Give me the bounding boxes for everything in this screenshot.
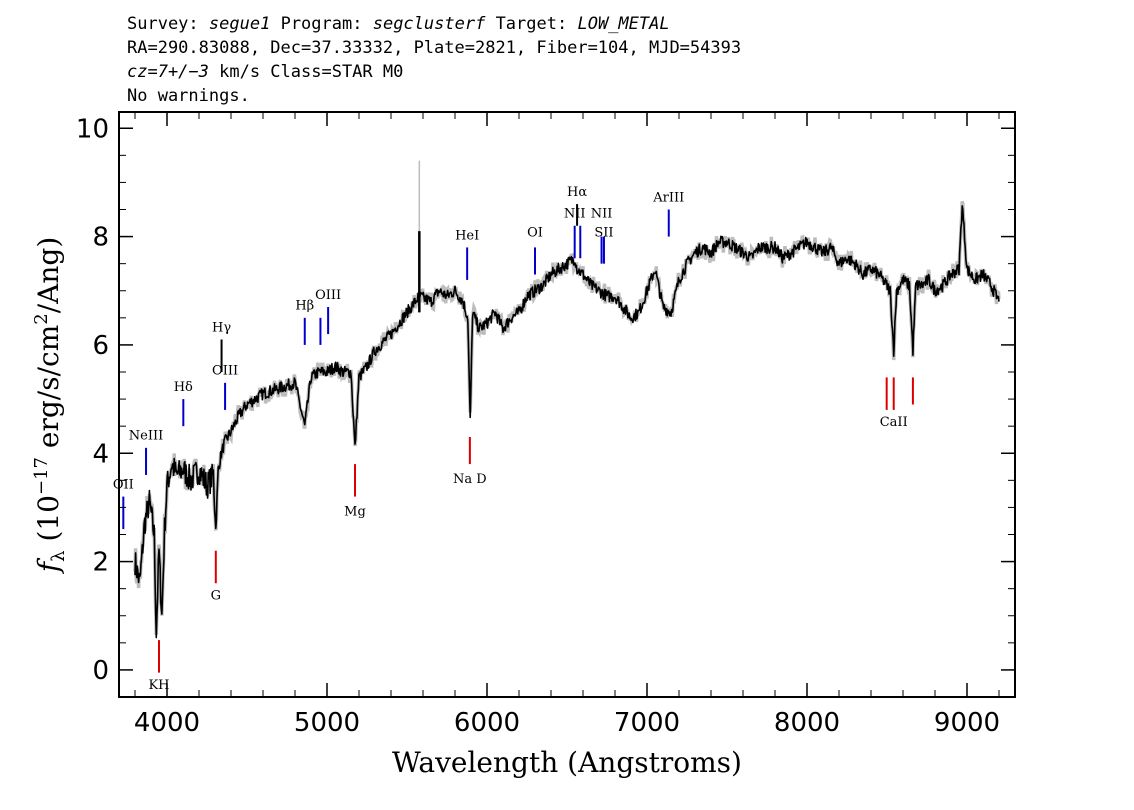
y-axis-title-part: erg/s/cm	[32, 325, 65, 457]
target-value: LOW_METAL	[577, 14, 670, 34]
header-line-warnings: No warnings.	[127, 86, 250, 106]
program-value: segclusterf	[372, 14, 486, 34]
x-tick-label: 9000	[934, 708, 1000, 738]
header-line-redshift: cz=7+/−3 km/s Class=STAR M0	[127, 62, 403, 82]
line-marker-label: Hγ	[212, 320, 231, 335]
line-marker-label: OIII	[315, 288, 341, 303]
y-axis-title-part: /Ang)	[32, 237, 65, 314]
x-tick-label: 7000	[614, 708, 680, 738]
line-marker-label: HeI	[455, 228, 479, 243]
error-band-layer	[133, 160, 1001, 635]
y-tick-label: 0	[92, 656, 109, 686]
y-tick-label: 2	[92, 548, 109, 578]
line-marker-label: OIII	[212, 364, 238, 379]
x-tick-label: 4000	[134, 708, 200, 738]
spectrum-line	[134, 205, 1000, 639]
x-tick-label: 8000	[774, 708, 840, 738]
line-marker-label: NII	[591, 207, 613, 222]
x-tick-label: 5000	[294, 708, 360, 738]
class-text: km/s Class=STAR M0	[208, 62, 404, 82]
spectrum-series-layer	[134, 205, 1000, 639]
line-marker-label: CaII	[880, 415, 908, 430]
line-marker-label: Hδ	[174, 380, 193, 395]
line-marker-label: SII	[594, 226, 613, 241]
y-tick-label: 4	[92, 439, 109, 469]
y-axis-title: fλ (10−17 erg/s/cm2/Ang)	[31, 237, 69, 575]
line-marker-label: Mg	[344, 505, 366, 520]
line-marker-label: OII	[113, 477, 134, 492]
y-tick-label: 8	[92, 223, 109, 253]
line-marker-label: Hα	[567, 185, 587, 200]
x-axis-title: Wavelength (Angstroms)	[392, 746, 742, 779]
header-line-survey: Survey: segue1 Program: segclusterf Targ…	[127, 14, 670, 34]
y-axis-title-part: 2	[31, 313, 52, 324]
tick-layer: 4000 5000 6000 7000 8000 9000 0 2 4 6 8 10	[76, 112, 1015, 738]
y-axis-title-part: λ	[48, 550, 69, 561]
line-marker-label: NeIII	[129, 429, 163, 444]
cz-value: cz=7+/−3	[127, 62, 209, 82]
line-marker-label: ArIII	[652, 190, 684, 205]
y-tick-label: 10	[76, 114, 109, 144]
line-marker-label: KH	[148, 678, 169, 693]
axes-layer	[118, 111, 1016, 698]
plot-frame	[118, 111, 1016, 698]
target-label: Target:	[495, 14, 568, 34]
line-marker-label: Hβ	[295, 299, 314, 314]
line-marker-label: G	[211, 589, 221, 604]
header-line-coordinates: RA=290.83088, Dec=37.33332, Plate=2821, …	[127, 38, 742, 58]
x-tick-label: 6000	[454, 708, 520, 738]
y-axis-title-part: (10	[32, 495, 65, 550]
y-tick-label: 6	[92, 331, 109, 361]
survey-value: segue1	[208, 14, 271, 34]
y-axis-title-part: −17	[31, 457, 52, 495]
line-marker-label: NII	[564, 207, 586, 222]
line-marker-label: OI	[527, 226, 543, 241]
survey-label: Survey:	[127, 14, 199, 34]
program-label: Program:	[280, 14, 363, 34]
line-marker-label: Na D	[453, 472, 487, 487]
